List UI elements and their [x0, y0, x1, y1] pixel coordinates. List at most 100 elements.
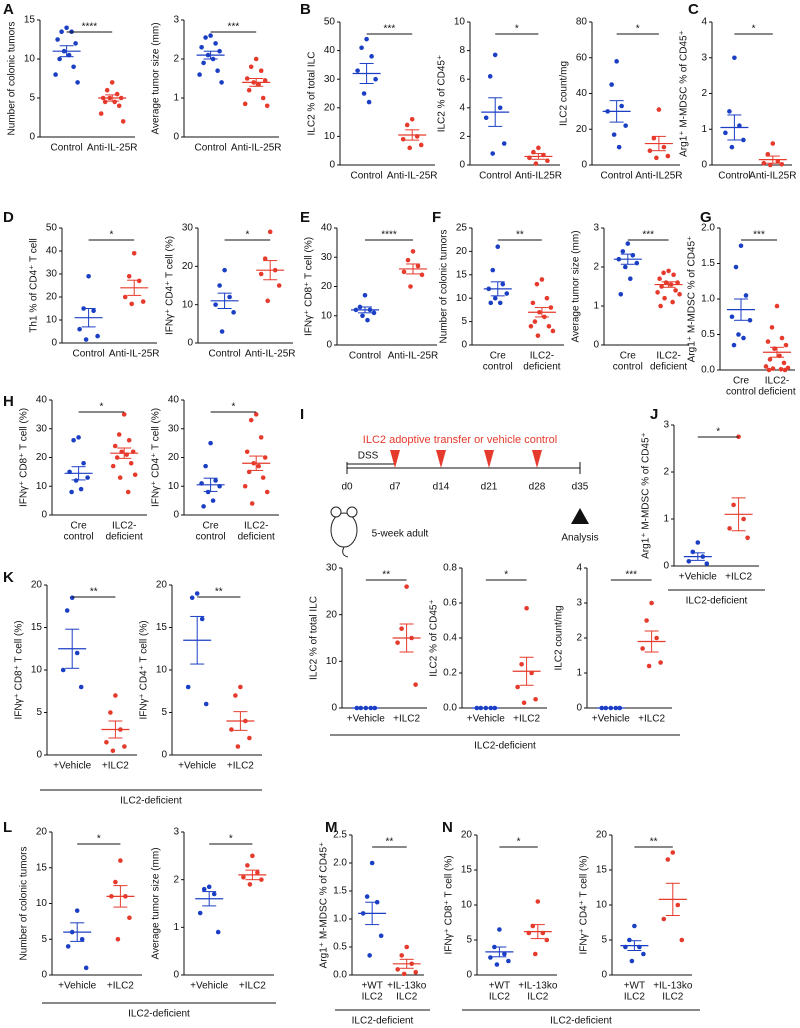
data-point [539, 277, 545, 282]
data-point [260, 95, 266, 101]
x-tick-label: +ILC2 [638, 714, 665, 725]
data-point [665, 857, 671, 862]
y-tick-label: 25 [456, 223, 468, 234]
y-tick-label: 3 [173, 15, 179, 26]
y-tick-label: 40 [36, 395, 48, 406]
y-tick-label: 20 [326, 609, 338, 620]
data-point [264, 103, 270, 109]
data-point [57, 56, 62, 62]
data-point [695, 540, 701, 545]
y-tick-label: 3 [593, 223, 599, 234]
y-tick-label: 0 [173, 510, 179, 521]
y-tick-label: 1 [173, 922, 179, 933]
data-point [199, 45, 204, 50]
data-point [400, 136, 406, 142]
data-point [81, 460, 86, 466]
data-point [126, 274, 132, 279]
data-point [654, 155, 659, 161]
y-axis-label: ILC2 % of total ILC [307, 52, 318, 136]
x-tick-label: +Vehicle [178, 761, 217, 772]
data-point [253, 412, 259, 417]
day-label: d21 [481, 482, 498, 493]
y-tick-label: 2 [701, 88, 707, 99]
data-point [262, 256, 268, 261]
data-point [747, 318, 753, 323]
x-tick-label: +ILC2 [227, 761, 254, 772]
y-tick-label: 30 [321, 252, 333, 263]
y-tick-label: 0 [601, 970, 607, 981]
data-point [737, 123, 742, 128]
y-axis-label: Number of colonic tumors [19, 847, 30, 961]
x-tick-label: ILC2- [244, 521, 268, 532]
data-point [125, 489, 131, 495]
y-tick-label: 0 [576, 703, 582, 714]
y-tick-label: 0.5 [333, 942, 347, 953]
data-point [115, 936, 121, 942]
data-point [227, 294, 232, 300]
data-point [258, 68, 264, 73]
treatment-label: DSS [358, 451, 379, 462]
data-point [262, 78, 268, 83]
data-point [763, 364, 769, 369]
y-tick-label: 2 [173, 54, 179, 65]
y-tick-label: 1 [173, 93, 179, 104]
data-point [98, 111, 104, 116]
data-point [215, 68, 220, 73]
data-point [248, 417, 254, 423]
y-tick-label: 1.0 [701, 294, 715, 305]
y-tick-label: 1.5 [701, 258, 715, 269]
y-tick-label: 40 [576, 88, 588, 99]
significance-label: * [752, 24, 756, 35]
y-tick-label: 0.8 [443, 563, 457, 574]
x-tick-label: ILC2- [112, 521, 136, 532]
data-point [247, 735, 252, 741]
data-point [661, 144, 667, 150]
y-tick-label: 10 [454, 17, 466, 28]
x-tick-label: +Vehicle [190, 981, 229, 992]
data-point [723, 130, 728, 136]
data-point [367, 953, 372, 958]
data-point [264, 489, 270, 495]
y-tick-label: 30 [36, 423, 48, 434]
y-tick-label: 20 [456, 246, 468, 257]
panel-letter: H [3, 393, 14, 410]
data-point [644, 618, 649, 623]
x-tick-label: control [64, 532, 94, 543]
data-point [109, 80, 115, 85]
y-tick-label: 2 [576, 633, 582, 644]
data-point [113, 693, 118, 698]
data-point [265, 298, 271, 304]
data-point [731, 342, 737, 348]
y-axis-label: Arg1⁺ M-MDSC % of CD45⁺ [687, 236, 698, 363]
data-point [359, 45, 364, 51]
data-point [619, 103, 624, 109]
panel-letter: D [3, 209, 14, 226]
data-point [546, 323, 552, 329]
y-axis-label: ILC2 count/mg [554, 605, 565, 670]
y-axis-label: Arg1⁺ M-MDSC % of CD45⁺ [319, 842, 330, 969]
y-tick-label: 30 [168, 423, 180, 434]
data-point [76, 435, 81, 440]
data-point [203, 701, 209, 707]
y-tick-label: 20 [461, 830, 473, 841]
significance-label: ** [382, 570, 390, 581]
data-point [78, 486, 84, 492]
data-point [219, 80, 224, 85]
data-point [535, 333, 541, 338]
data-point [245, 863, 250, 868]
data-point [483, 115, 489, 121]
data-point [673, 288, 678, 293]
y-tick-label: 20 [324, 102, 336, 113]
data-point [118, 858, 123, 863]
data-point [640, 646, 645, 651]
data-point [371, 310, 377, 316]
data-point [213, 41, 218, 46]
data-point [623, 264, 628, 270]
data-point [65, 944, 71, 949]
y-tick-label: 0 [466, 970, 472, 981]
data-point [629, 958, 635, 964]
data-point [258, 435, 264, 440]
data-point [766, 367, 772, 373]
y-tick-label: 2.5 [333, 830, 347, 841]
x-tick-label: Control [601, 171, 633, 182]
